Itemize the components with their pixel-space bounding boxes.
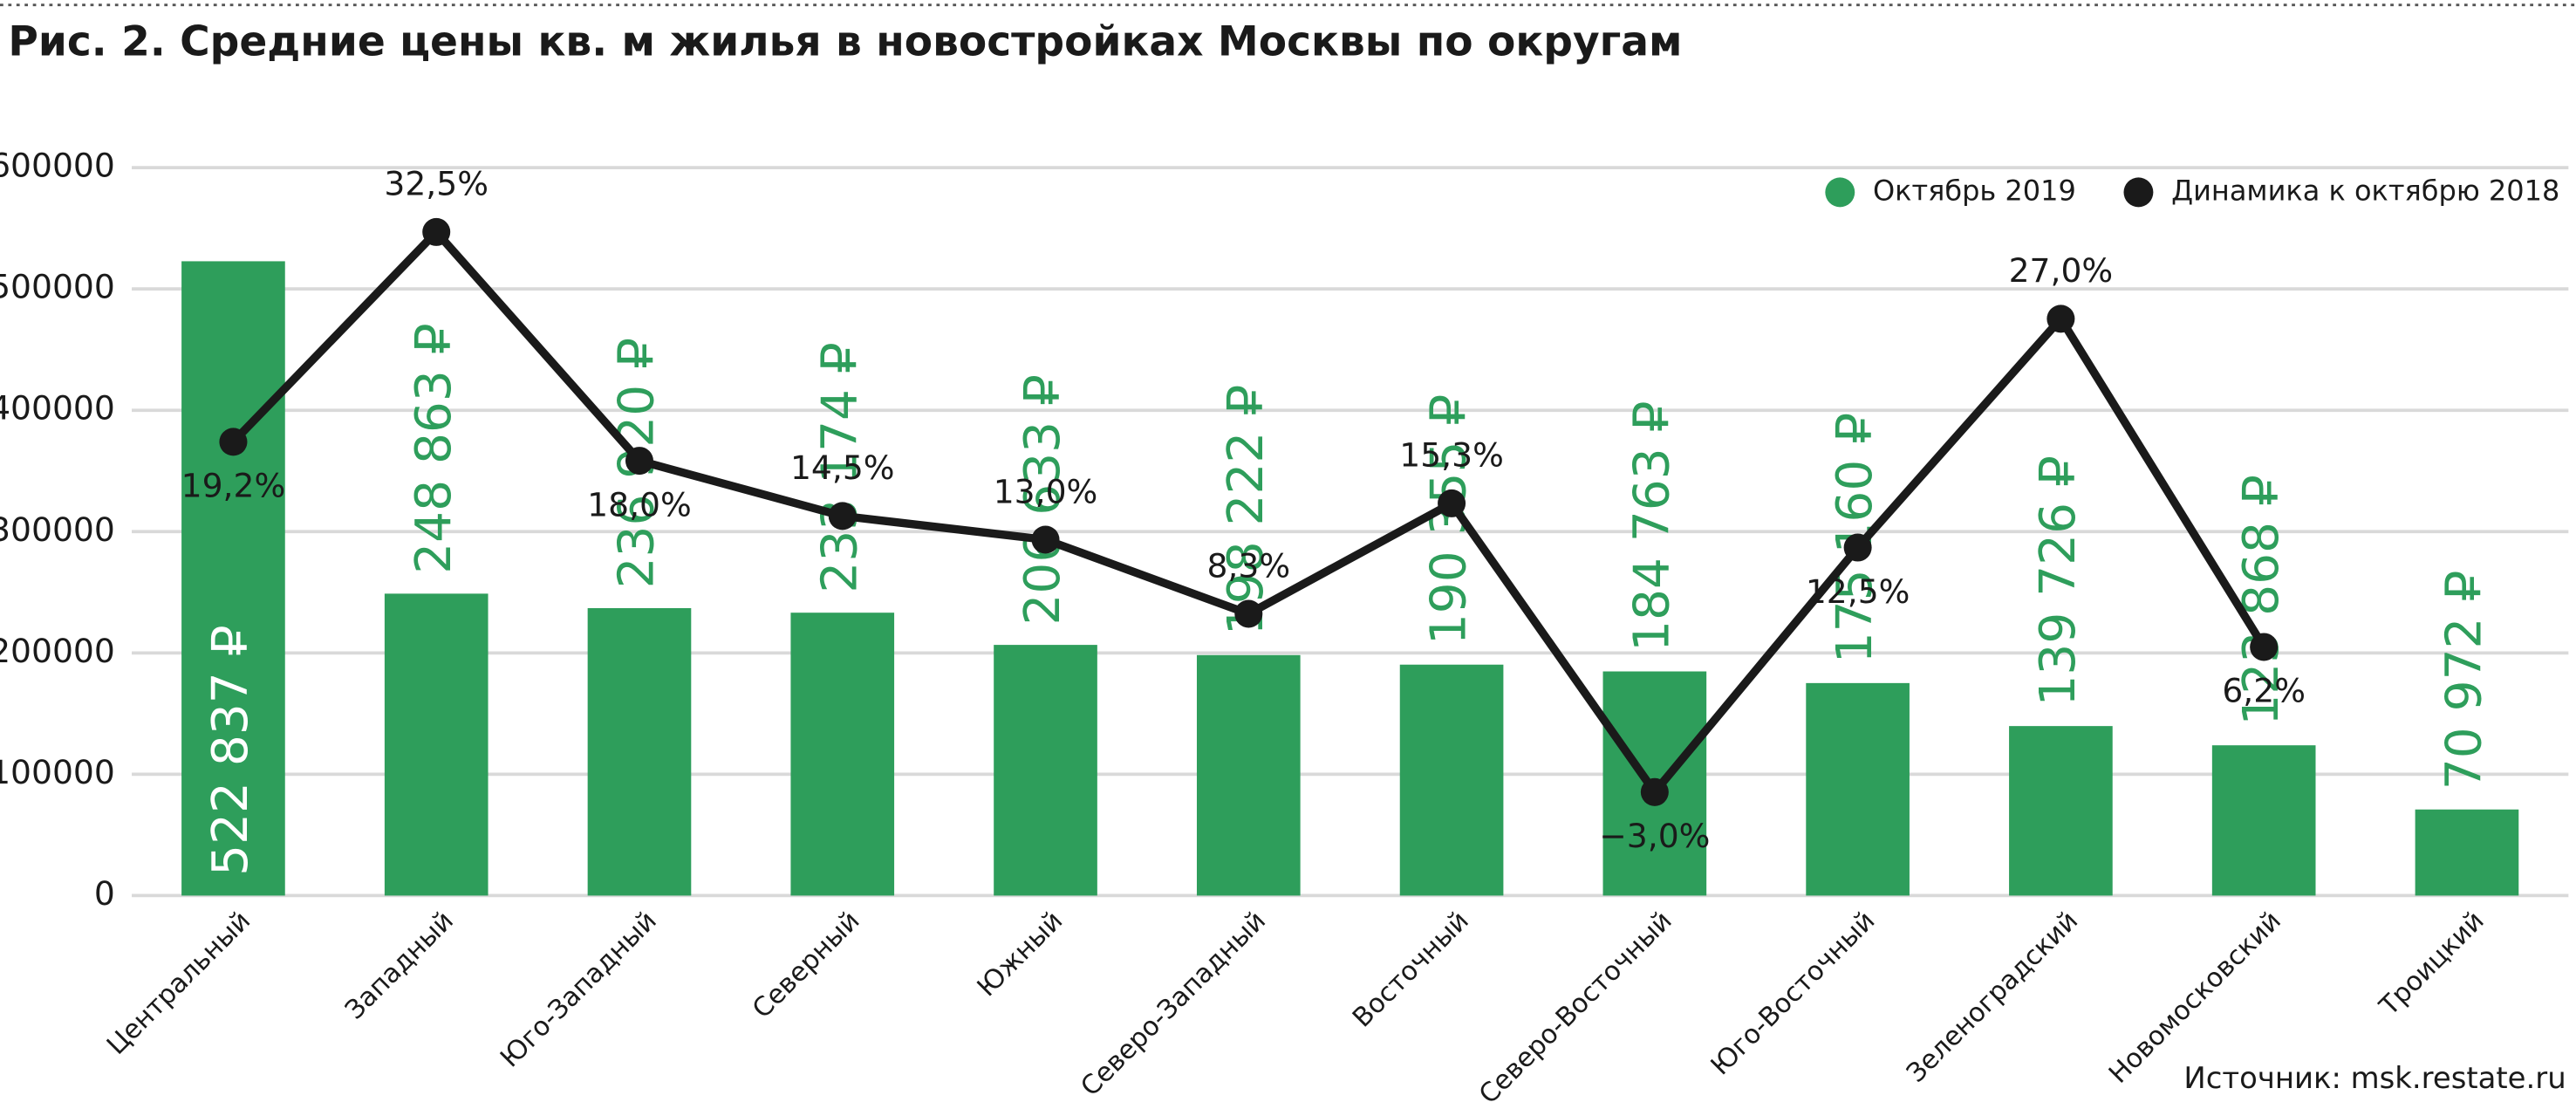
line-point — [219, 428, 248, 456]
bar — [2009, 726, 2113, 896]
line-point — [1031, 525, 1060, 554]
bar — [587, 607, 692, 896]
y-tick-label: 300000 — [0, 510, 115, 549]
bar — [181, 261, 285, 896]
line-value-label: 27,0% — [2009, 251, 2114, 290]
bar — [790, 613, 895, 896]
x-tick-label: Центральный — [101, 906, 256, 1061]
x-tick-label: Южный — [972, 906, 1069, 1003]
bar — [994, 645, 1097, 896]
bar-value-label: 184 763 ₽ — [1623, 400, 1680, 651]
legend-label: Динамика к октябрю 2018 — [2171, 174, 2559, 207]
line-value-label: −3,0% — [1599, 817, 1710, 855]
bar-value-label: 206 633 ₽ — [1015, 374, 1071, 625]
bar — [2415, 809, 2519, 896]
line-value-label: 32,5% — [384, 165, 489, 203]
bar — [1196, 654, 1301, 896]
x-tick-label: Юго-Восточный — [1705, 906, 1882, 1082]
line-point — [1843, 533, 1872, 562]
bar — [384, 593, 489, 896]
bar — [1806, 682, 1910, 896]
line-value-label: 12,5% — [1806, 572, 1910, 611]
bar-value-label: 198 222 ₽ — [1218, 385, 1274, 635]
bar-value-label: 139 726 ₽ — [2030, 455, 2087, 706]
line-value-label: 6,2% — [2222, 672, 2306, 710]
line-value-label: 15,3% — [1399, 436, 1504, 475]
bar-value-label: 248 863 ₽ — [406, 323, 462, 573]
line-point — [1438, 489, 1466, 517]
x-tick-label: Северо-Западный — [1075, 906, 1272, 1102]
bar-value-label: 522 837 ₽ — [202, 625, 259, 875]
x-tick-label: Восточный — [1347, 906, 1475, 1034]
line-point — [2250, 633, 2279, 661]
source: Источник: msk.restate.ru — [2183, 1061, 2566, 1095]
y-tick-label: 500000 — [0, 268, 115, 306]
x-tick-label: Северо-Восточный — [1473, 906, 1678, 1102]
line-point — [1640, 777, 1669, 806]
y-tick-label: 400000 — [0, 389, 115, 428]
line-point — [828, 502, 857, 530]
x-tick-label: Юго-Западный — [495, 906, 663, 1074]
line-point — [1234, 599, 1263, 628]
y-tick-label: 100000 — [0, 753, 115, 791]
line-value-label: 8,3% — [1206, 546, 1290, 585]
bar — [2211, 745, 2316, 896]
bar-value-label: 233 174 ₽ — [811, 342, 868, 592]
legend-label: Октябрь 2019 — [1873, 174, 2076, 207]
y-tick-label: 200000 — [0, 632, 115, 670]
line-value-label: 13,0% — [994, 472, 1098, 510]
legend-marker — [1825, 177, 1855, 208]
line-point — [422, 217, 451, 246]
chart-title: Рис. 2. Средние цены кв. м жилья в новос… — [8, 17, 1682, 65]
y-tick-label: 0 — [94, 874, 115, 913]
bar — [1399, 664, 1504, 896]
legend-marker — [2123, 177, 2154, 208]
y-tick-label: 600000 — [0, 147, 115, 185]
x-tick-label: Западный — [339, 906, 460, 1026]
line-value-label: 18,0% — [587, 485, 692, 524]
bar-value-label: 70 972 ₽ — [2436, 571, 2493, 791]
x-tick-label: Троицкий — [2374, 906, 2491, 1023]
line-value-label: 19,2% — [181, 467, 286, 505]
bar-value-label: 123 868 ₽ — [2233, 475, 2290, 725]
line-value-label: 14,5% — [790, 448, 895, 487]
x-tick-label: Зеленоградский — [1901, 906, 2084, 1089]
line-point — [2046, 305, 2075, 333]
x-tick-label: Северный — [747, 906, 866, 1025]
line-point — [625, 447, 653, 476]
